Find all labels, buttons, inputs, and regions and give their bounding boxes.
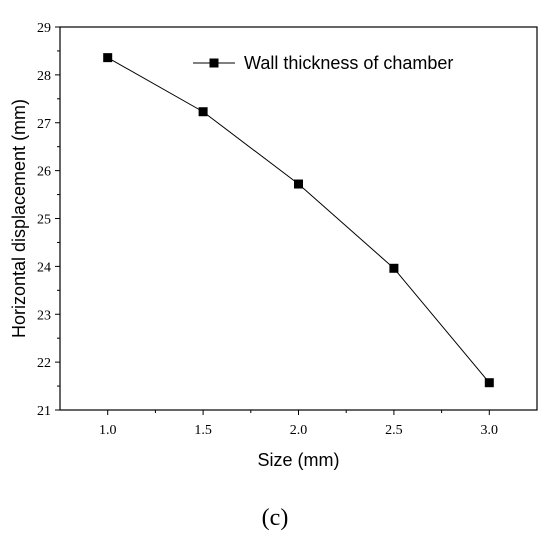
data-point-marker [484,378,494,388]
legend-marker-swatch [209,58,219,68]
y-tick-label: 26 [37,165,51,180]
x-tick-label: 3.0 [481,423,499,438]
data-point-marker [389,263,399,273]
y-tick-label: 24 [37,260,51,275]
x-axis-title: Size (mm) [258,450,340,470]
figure-caption: (c) [261,505,289,531]
x-tick-label: 2.0 [290,423,308,438]
data-point-marker [103,53,113,63]
plot-frame [59,26,538,411]
data-point-marker [294,179,303,189]
x-tick-label: 1.5 [194,423,212,438]
y-axis-title: Horizontal displacement (mm) [9,99,29,338]
series-group [103,53,494,388]
tick-labels: 1.0 1.5 2.0 2.5 3.0 21 22 23 24 25 26 27 28 29 [37,21,498,438]
x-tick-label: 2.5 [385,423,403,438]
y-tick-label: 28 [37,69,51,84]
y-tick-label: 21 [37,404,51,419]
line-chart: 1.0 1.5 2.0 2.5 3.0 21 22 23 24 25 26 27 28 29 Wall t… [9,21,538,470]
y-tick-label: 22 [37,356,51,371]
y-tick-label: 27 [37,117,51,132]
legend: Wall thickness of chamber [193,53,453,73]
y-tick-label: 29 [37,21,51,36]
x-tick-label: 1.0 [99,423,117,438]
y-tick-label: 25 [37,213,51,228]
y-tick-label: 23 [37,308,51,323]
axis-ticks [55,26,490,415]
data-point-marker [198,107,208,117]
legend-label: Wall thickness of chamber [244,53,453,73]
series-line [107,57,490,384]
